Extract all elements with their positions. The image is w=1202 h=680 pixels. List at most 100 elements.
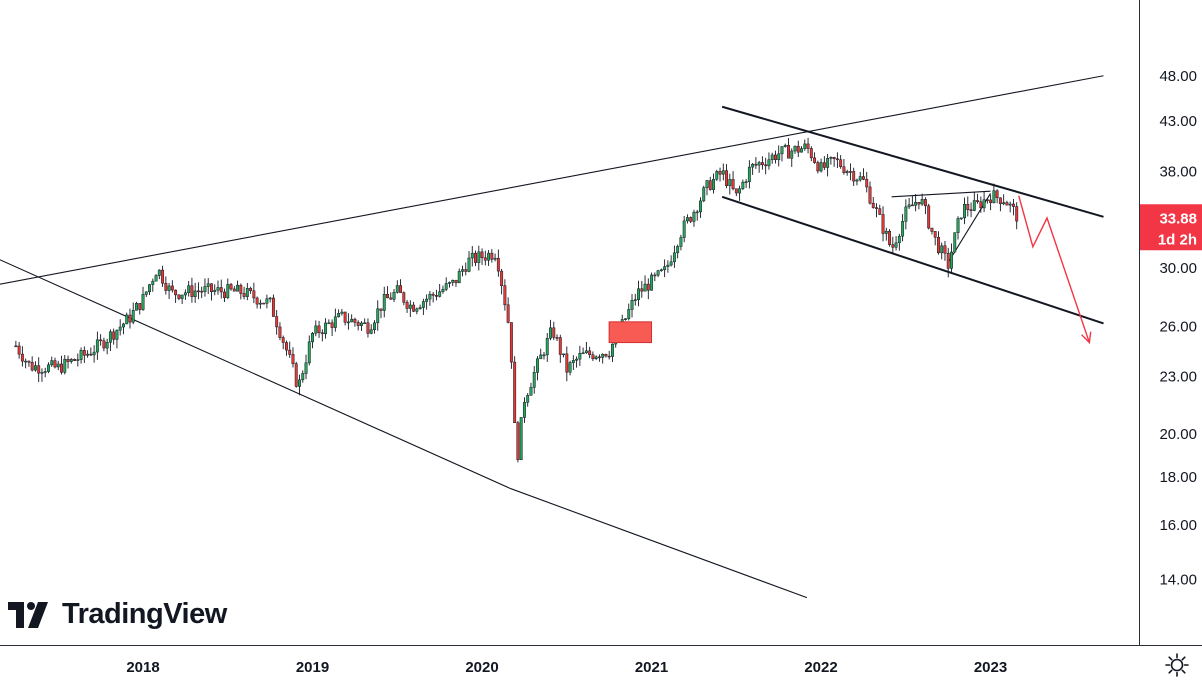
candle — [685, 214, 689, 224]
candle — [278, 322, 282, 341]
candle-body — [558, 337, 562, 355]
candle — [871, 197, 875, 209]
candle-body — [333, 316, 337, 328]
candle-body — [728, 179, 732, 186]
candle — [223, 288, 226, 302]
candle — [369, 324, 373, 335]
tradingview-logo[interactable]: TradingView — [8, 596, 227, 632]
candle — [611, 343, 614, 362]
candle — [689, 216, 693, 223]
candle-body — [695, 211, 699, 214]
candle — [27, 360, 31, 367]
price-tick-label: 48.00 — [1159, 68, 1197, 85]
candle-body — [643, 283, 647, 292]
candle-body — [767, 159, 771, 167]
candle-body — [99, 339, 103, 342]
candle — [845, 169, 849, 176]
candle-body — [376, 308, 380, 324]
candle-body — [627, 309, 631, 319]
candle-body — [953, 232, 957, 253]
candle — [327, 319, 331, 325]
candle — [405, 299, 409, 313]
candle — [438, 283, 442, 298]
price-tick-label: 30.00 — [1159, 260, 1197, 277]
candle — [878, 204, 882, 216]
candle-body — [607, 355, 611, 358]
candle — [637, 280, 640, 307]
candle — [262, 302, 266, 305]
candle — [914, 194, 918, 212]
candle-body — [40, 372, 44, 374]
candle-body — [904, 206, 908, 222]
candle-body — [69, 359, 73, 362]
candle — [594, 355, 598, 361]
candle-body — [167, 285, 171, 291]
candle — [764, 157, 768, 175]
candle-body — [108, 331, 112, 343]
candle — [307, 335, 311, 366]
candle-body — [262, 302, 266, 305]
candle — [809, 146, 813, 162]
candle — [953, 232, 957, 253]
price-axis[interactable]: 48.00 43.00 38.00 30.00 26.00 23.00 20.00 18.00… — [1159, 68, 1197, 589]
candle-body — [141, 294, 145, 310]
candle — [562, 353, 566, 358]
candle-body — [27, 360, 31, 363]
candle-body — [865, 179, 869, 188]
candle — [483, 250, 487, 266]
candle — [783, 143, 787, 148]
candle-body — [555, 337, 559, 339]
candle-body — [330, 322, 334, 328]
candle-body — [444, 283, 448, 290]
candle-body — [294, 363, 298, 387]
candle — [268, 297, 272, 303]
candle — [122, 322, 125, 335]
candle-body — [298, 379, 301, 387]
candle-body — [702, 187, 706, 202]
candle — [421, 298, 425, 315]
candle-body — [630, 300, 634, 310]
candle-body — [659, 269, 663, 272]
price-tick-label: 16.00 — [1159, 517, 1197, 534]
candle — [108, 329, 112, 351]
candle — [395, 280, 399, 294]
candle-body — [180, 294, 184, 299]
candle-body — [959, 217, 963, 220]
candle — [144, 291, 148, 297]
candle — [597, 354, 601, 362]
candle-body — [787, 144, 790, 159]
candle-body — [314, 325, 318, 334]
candle-body — [832, 157, 836, 160]
candle — [451, 279, 455, 286]
candle — [448, 281, 451, 288]
candle-body — [258, 302, 262, 305]
settings-gear-icon[interactable] — [1164, 652, 1190, 678]
tradingview-logo-icon — [8, 602, 48, 628]
candle — [239, 283, 243, 300]
candle-body — [177, 294, 181, 299]
candle — [363, 318, 367, 325]
candle — [496, 249, 500, 277]
candle — [982, 191, 986, 213]
candle-body — [914, 202, 918, 206]
candle-body — [718, 171, 722, 175]
candle — [516, 421, 520, 463]
candle-body — [389, 297, 393, 300]
candle-body — [278, 326, 282, 338]
candle-body — [73, 359, 77, 361]
candle-body — [138, 303, 142, 310]
candle-body — [128, 314, 132, 323]
price-tick-label: 43.00 — [1159, 113, 1197, 130]
candle-body — [24, 360, 28, 363]
candle — [679, 234, 683, 251]
candle-body — [976, 200, 980, 203]
candle-body — [92, 351, 96, 356]
candle-body — [53, 360, 57, 368]
candle — [317, 320, 321, 338]
candle — [966, 196, 970, 217]
candle-body — [650, 274, 654, 291]
candle-body — [187, 285, 191, 293]
candle-body — [480, 251, 484, 259]
time-axis[interactable]: 2018 2019 2020 2021 2022 2023 — [126, 659, 1007, 676]
